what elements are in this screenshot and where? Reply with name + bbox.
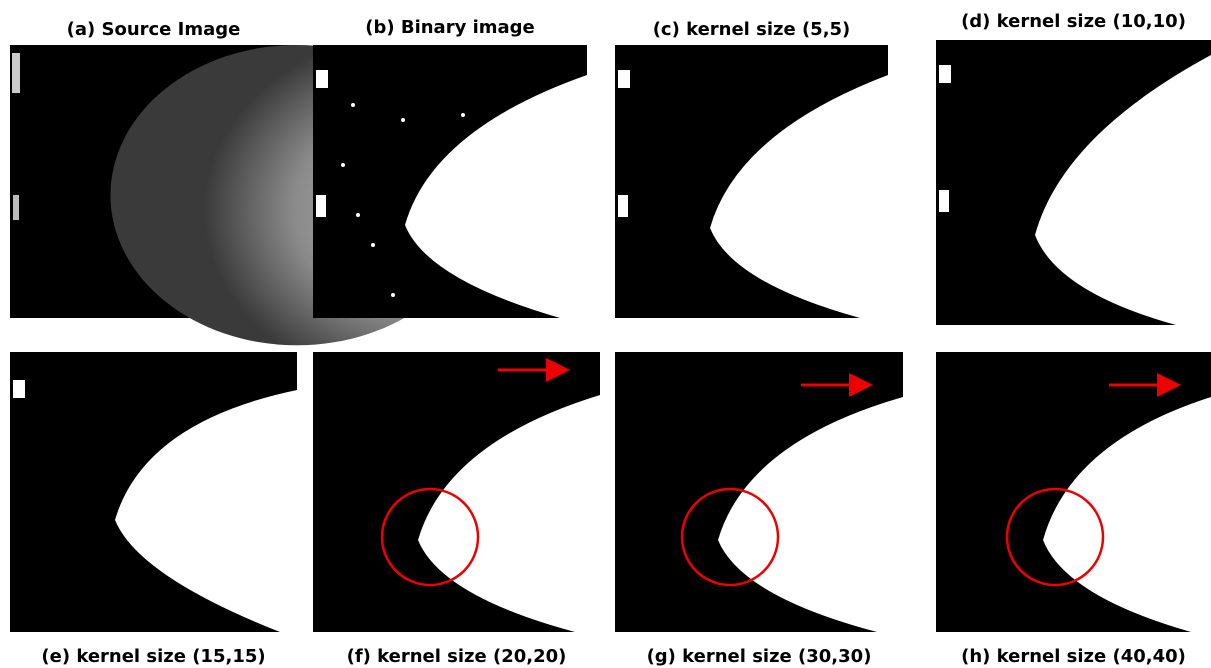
panel-caption: (e) kernel size (15,15) (41, 646, 265, 667)
noise-dot (356, 213, 360, 217)
panel-caption: (f) kernel size (20,20) (347, 646, 567, 667)
noise-dot (341, 163, 345, 167)
label-marker (12, 53, 20, 93)
label-blob (316, 195, 326, 217)
label-blob (618, 70, 630, 88)
noise-dot (431, 183, 435, 187)
figure: (a) Source Image (b) Binary image (c) kern… (0, 0, 1211, 668)
label-blob (939, 65, 951, 83)
label-blob (13, 380, 25, 398)
panel-caption: (c) kernel size (5,5) (653, 19, 851, 40)
panel-caption: (d) kernel size (10,10) (961, 11, 1186, 32)
label-blob (939, 190, 949, 212)
noise-dot (401, 118, 405, 122)
noise-dot (511, 133, 515, 137)
label-blob (618, 195, 628, 217)
noise-dot (371, 243, 375, 247)
noise-dot (461, 113, 465, 117)
noise-dot (351, 103, 355, 107)
label-marker (13, 195, 19, 220)
panel-caption: (h) kernel size (40,40) (961, 646, 1186, 667)
panel-caption: (a) Source Image (67, 19, 241, 40)
panel-caption: (b) Binary image (365, 17, 535, 38)
noise-dot (391, 293, 395, 297)
label-blob (316, 70, 328, 88)
panel-caption: (g) kernel size (30,30) (647, 646, 872, 667)
